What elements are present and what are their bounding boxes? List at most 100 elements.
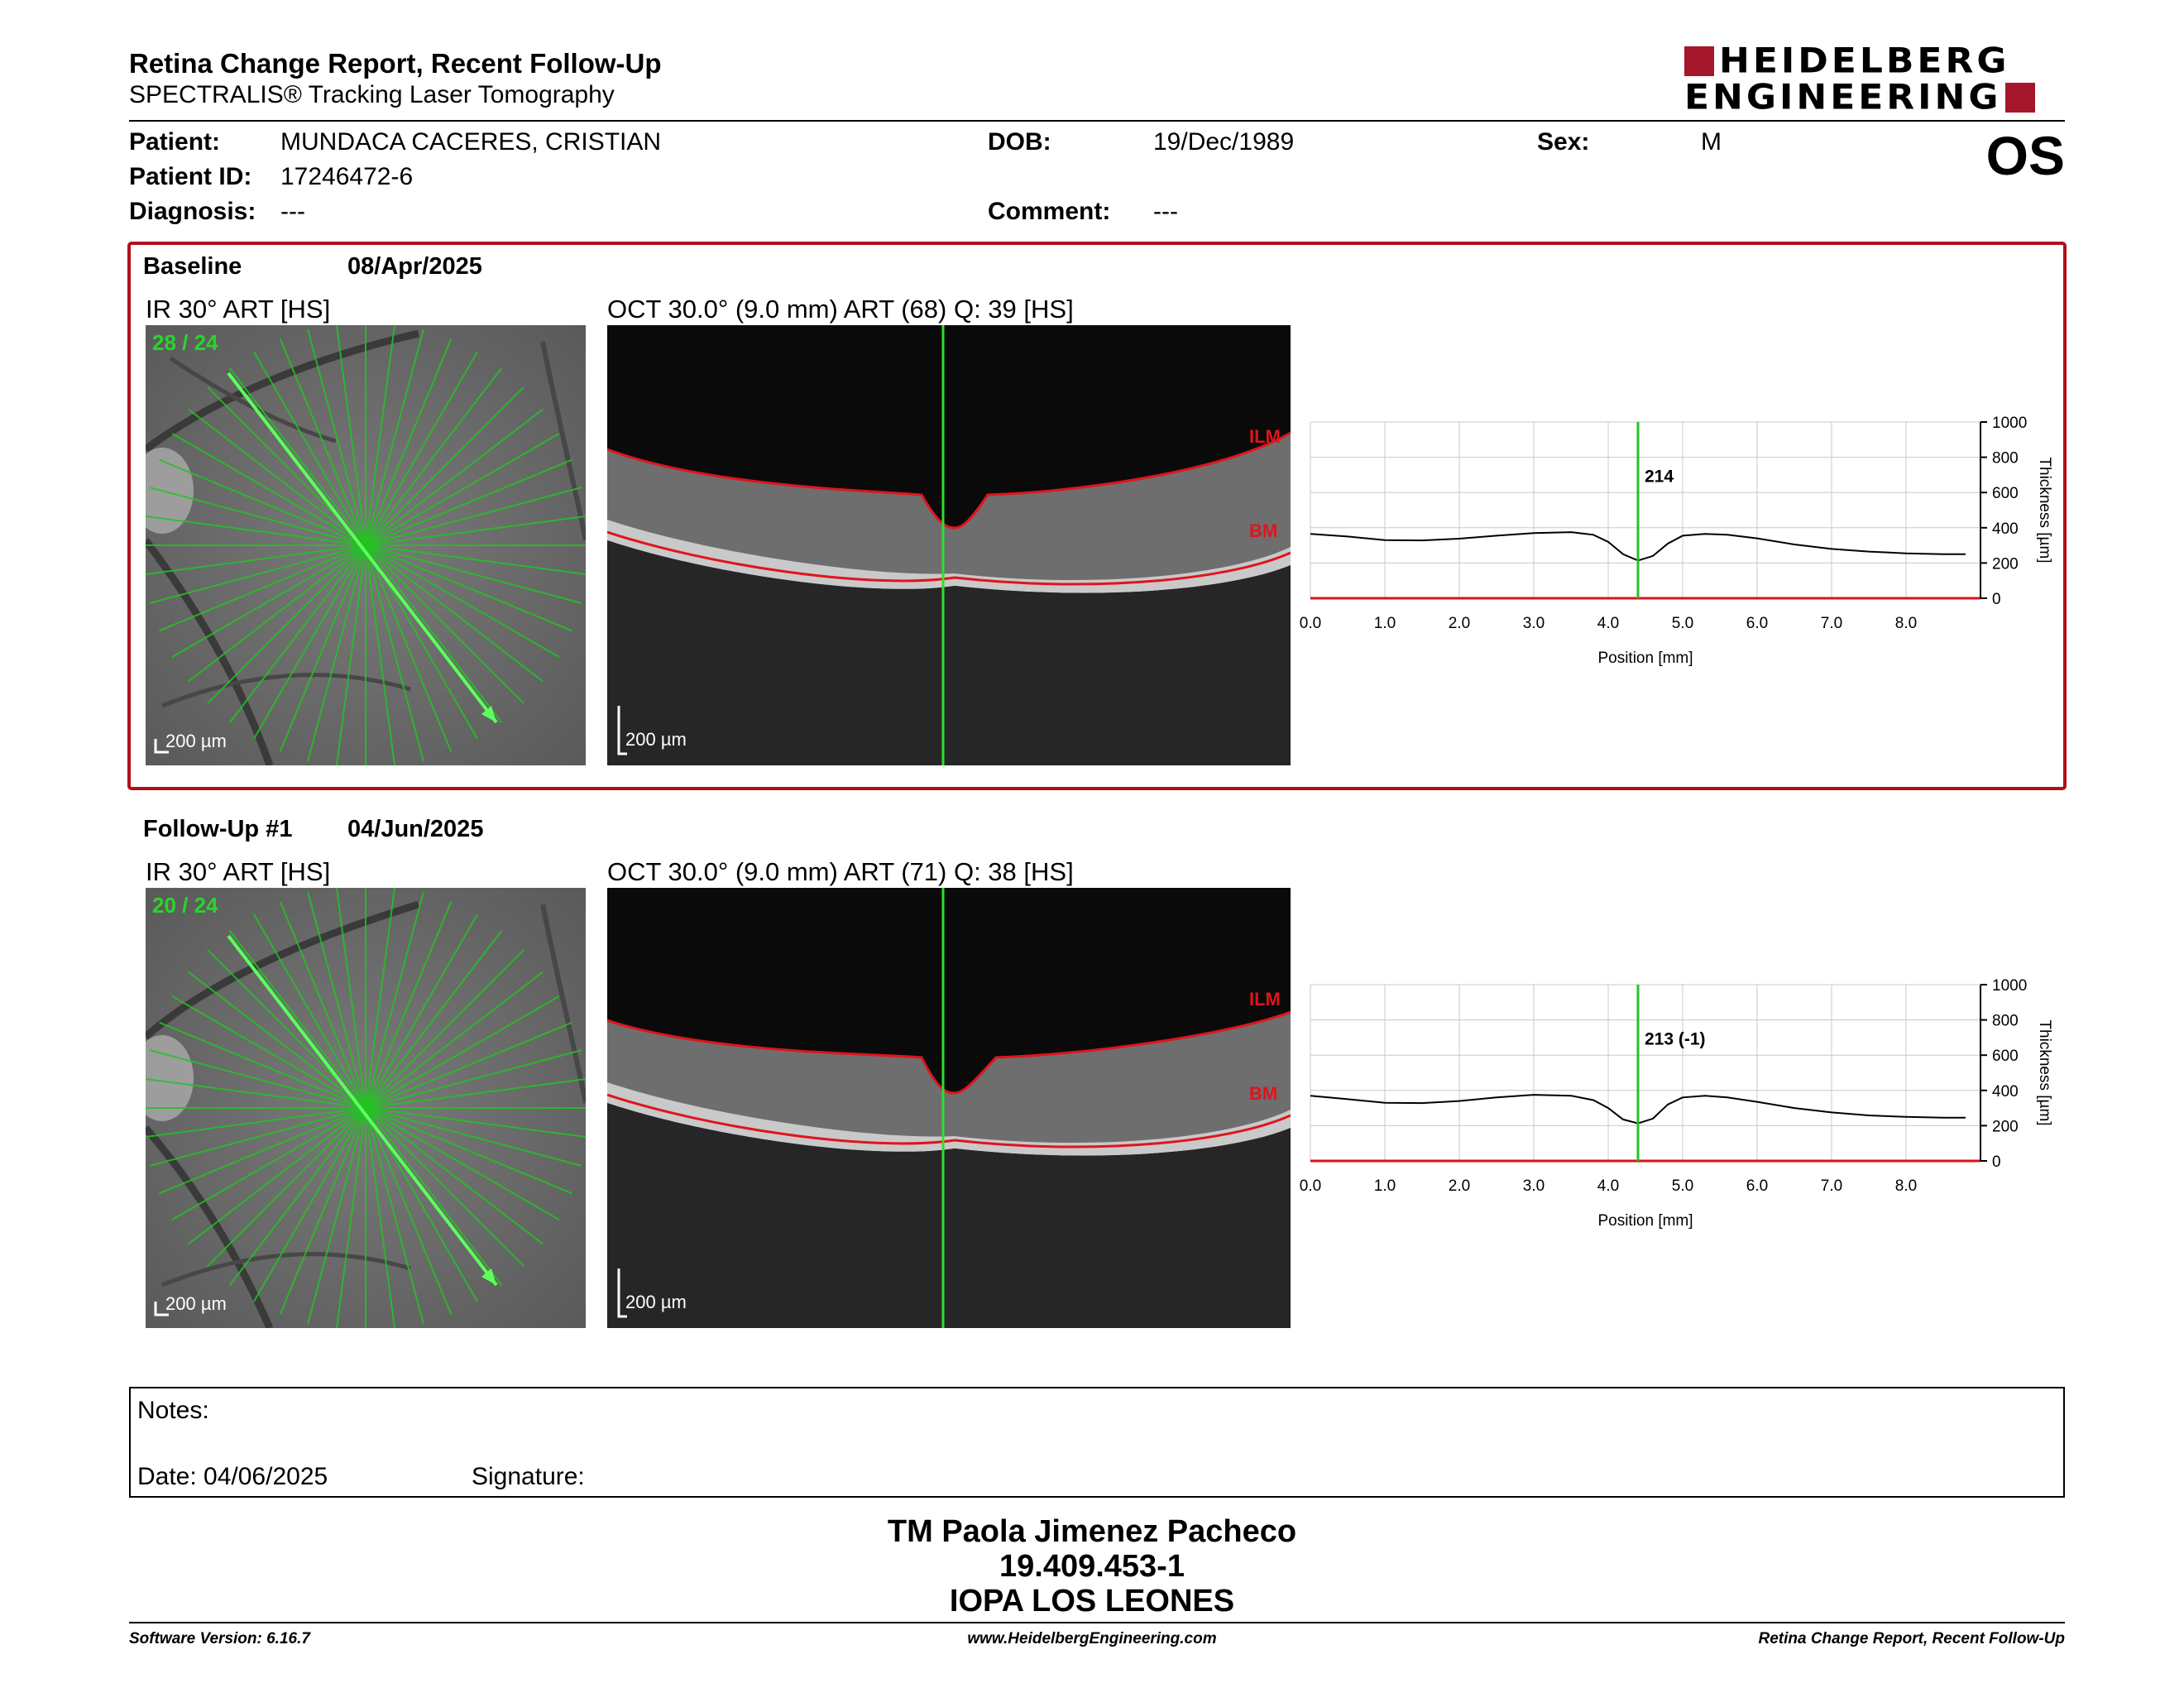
patient-label: Patient: xyxy=(129,128,221,156)
notes-date: Date: 04/06/2025 xyxy=(137,1463,328,1490)
patient-name: MUNDACA CACERES, CRISTIAN xyxy=(280,128,662,156)
baseline-ir-label: IR 30° ART [HS] xyxy=(146,295,331,324)
baseline-oct-svg: ILM BM 200 µm xyxy=(607,325,1291,765)
baseline-oct-label: OCT 30.0° (9.0 mm) ART (68) Q: 39 [HS] xyxy=(607,295,1074,324)
followup-ir-counter: 20 / 24 xyxy=(152,893,218,918)
thickness-series-line xyxy=(1310,531,1966,562)
x-axis-label: Position [mm] xyxy=(1597,1212,1693,1230)
x-tick-label: 6.0 xyxy=(1746,1177,1768,1195)
heidelberg-logo: HEIDELBERG ENGINEERING xyxy=(1684,41,2065,117)
logo-line2: ENGINEERING xyxy=(1684,77,2002,117)
followup-date: 04/Jun/2025 xyxy=(347,816,484,842)
signer-institution: IOPA LOS LEONES xyxy=(949,1584,1235,1618)
x-tick-label: 5.0 xyxy=(1672,1177,1693,1195)
thickness-series-line xyxy=(1310,1094,1966,1125)
x-axis-label: Position [mm] xyxy=(1597,650,1693,667)
followup-fundus-svg: 20 / 24 200 µm xyxy=(146,888,586,1328)
signer-rut: 19.409.453-1 xyxy=(999,1549,1185,1584)
baseline-fundus-svg: 28 / 24 200 µm xyxy=(146,325,586,765)
patient-id-label: Patient ID: xyxy=(129,163,252,190)
comment-value: --- xyxy=(1153,198,1178,225)
logo-square-icon xyxy=(1684,46,1714,76)
marker-value-label: 213 (-1) xyxy=(1645,1029,1706,1048)
baseline-ir-image[interactable]: 28 / 24 200 µm xyxy=(146,325,586,765)
radial-scan-line xyxy=(146,515,586,576)
footer-divider xyxy=(129,1622,2065,1623)
report-title: Retina Change Report, Recent Follow-Up xyxy=(129,48,662,79)
x-tick-label: 4.0 xyxy=(1597,615,1619,632)
x-tick-label: 0.0 xyxy=(1300,615,1321,632)
website-link[interactable]: www.HeidelbergEngineering.com xyxy=(967,1630,1217,1647)
y-tick-label: 0 xyxy=(1992,1153,2001,1171)
software-version: Software Version: 6.16.7 xyxy=(129,1630,310,1647)
x-tick-label: 3.0 xyxy=(1523,1177,1545,1195)
followup-oct-image[interactable]: ILM BM 200 µm xyxy=(607,888,1291,1328)
x-tick-label: 1.0 xyxy=(1374,615,1396,632)
x-tick-label: 4.0 xyxy=(1597,1177,1619,1195)
x-tick-label: 7.0 xyxy=(1821,1177,1842,1195)
x-tick-label: 2.0 xyxy=(1449,615,1470,632)
followup-thickness-chart: 0 200 400 600 800 1000 0.0 1.0 2.0 3.0 4.0 5.0 6.0 7.… xyxy=(1300,977,2053,1230)
y-tick-label: 400 xyxy=(1992,1083,2019,1101)
baseline-thickness-chart: 0 200 400 600 800 1000 0.0 1.0 2.0 3.0 4.0 5.0 6.0 7.… xyxy=(1300,415,2053,667)
x-tick-label: 7.0 xyxy=(1821,615,1842,632)
dob-value: 19/Dec/1989 xyxy=(1153,128,1295,156)
sex-label: Sex: xyxy=(1537,128,1590,156)
baseline-bm-label: BM xyxy=(1249,520,1277,541)
diagnosis-value: --- xyxy=(280,198,305,225)
baseline-oct-scale: 200 µm xyxy=(625,729,687,750)
header-divider xyxy=(129,120,2065,122)
dob-label: DOB: xyxy=(988,128,1051,156)
baseline-highlight-box xyxy=(127,242,2067,790)
signer-name: TM Paola Jimenez Pacheco xyxy=(887,1514,1297,1549)
y-tick-label: 600 xyxy=(1992,1048,2019,1065)
x-tick-label: 8.0 xyxy=(1895,615,1917,632)
diagnosis-label: Diagnosis: xyxy=(129,198,256,225)
eye-indicator: OS xyxy=(1985,125,2065,186)
y-tick-label: 1000 xyxy=(1992,415,2027,432)
baseline-ilm-label: ILM xyxy=(1249,426,1281,447)
radial-scan-line xyxy=(146,1077,586,1139)
logo-line1: HEIDELBERG xyxy=(1719,41,2010,81)
baseline-ir-counter: 28 / 24 xyxy=(152,330,218,355)
followup-bm-label: BM xyxy=(1249,1083,1277,1104)
notes-box[interactable]: Notes: Date: 04/06/2025 Signature: xyxy=(129,1387,2065,1498)
footer-report-name: Retina Change Report, Recent Follow-Up xyxy=(1758,1630,2065,1647)
followup-ir-image[interactable]: 20 / 24 200 µm xyxy=(146,888,586,1328)
y-tick-label: 400 xyxy=(1992,520,2019,538)
notes-label: Notes: xyxy=(137,1397,209,1424)
followup-ir-label: IR 30° ART [HS] xyxy=(146,857,331,886)
followup-oct-svg: ILM BM 200 µm xyxy=(607,888,1291,1328)
followup-ir-scale: 200 µm xyxy=(165,1293,227,1314)
followup-oct-scale: 200 µm xyxy=(625,1292,687,1312)
y-axis-label: Thickness [µm] xyxy=(2036,1019,2053,1125)
signature-label: Signature: xyxy=(472,1463,585,1490)
y-tick-label: 800 xyxy=(1992,450,2019,468)
sex-value: M xyxy=(1701,128,1722,156)
followup-ilm-label: ILM xyxy=(1249,989,1281,1009)
y-tick-label: 800 xyxy=(1992,1013,2019,1030)
baseline-label: Baseline xyxy=(143,253,242,280)
followup-label: Follow-Up #1 xyxy=(143,816,293,842)
logo-square-icon xyxy=(2004,83,2035,113)
baseline-oct-image[interactable]: ILM BM 200 µm xyxy=(607,325,1291,765)
y-tick-label: 200 xyxy=(1992,1118,2019,1135)
x-tick-label: 0.0 xyxy=(1300,1177,1321,1195)
marker-value-label: 214 xyxy=(1645,467,1674,486)
report-subtitle: SPECTRALIS® Tracking Laser Tomography xyxy=(129,81,615,108)
y-tick-label: 0 xyxy=(1992,591,2001,608)
x-tick-label: 8.0 xyxy=(1895,1177,1917,1195)
y-axis-label: Thickness [µm] xyxy=(2036,457,2053,563)
x-tick-label: 6.0 xyxy=(1746,615,1768,632)
x-tick-label: 5.0 xyxy=(1672,615,1693,632)
x-tick-label: 1.0 xyxy=(1374,1177,1396,1195)
x-tick-label: 3.0 xyxy=(1523,615,1545,632)
baseline-ir-scale: 200 µm xyxy=(165,731,227,751)
y-tick-label: 200 xyxy=(1992,555,2019,573)
patient-id: 17246472-6 xyxy=(280,163,414,190)
followup-oct-label: OCT 30.0° (9.0 mm) ART (71) Q: 38 [HS] xyxy=(607,857,1074,886)
y-tick-label: 600 xyxy=(1992,485,2019,502)
y-tick-label: 1000 xyxy=(1992,977,2027,995)
baseline-date: 08/Apr/2025 xyxy=(347,253,482,280)
comment-label: Comment: xyxy=(988,198,1111,225)
